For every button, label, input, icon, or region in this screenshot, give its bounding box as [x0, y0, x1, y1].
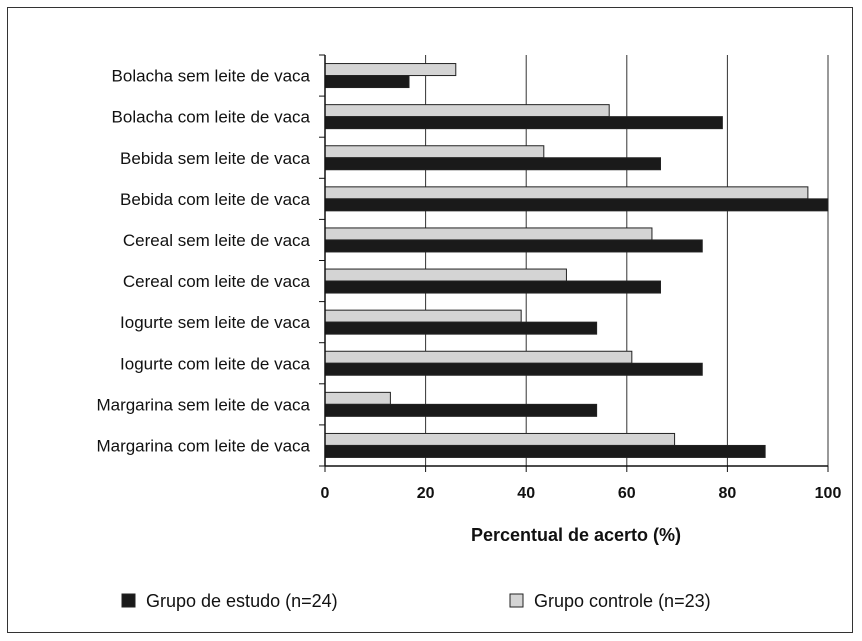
bar-estudo: [324, 280, 662, 294]
legend-swatch: [121, 593, 136, 608]
legend-swatch: [509, 593, 524, 608]
x-tick-label: 80: [719, 485, 737, 502]
bar-controle: [324, 145, 545, 159]
x-tick-label: 100: [815, 485, 842, 502]
bar-estudo: [324, 362, 703, 376]
bar-controle: [324, 309, 522, 323]
bar-estudo: [324, 403, 598, 417]
chart-frame: [7, 7, 853, 633]
bar-controle: [324, 63, 457, 77]
x-tick-label: 0: [321, 485, 330, 502]
bar-estudo: [324, 157, 662, 171]
category-label: Cereal com leite de vaca: [123, 272, 311, 291]
category-label: Bolacha sem leite de vaca: [112, 67, 311, 86]
x-axis-title: Percentual de acerto (%): [471, 525, 681, 545]
bar-controle: [324, 268, 567, 282]
bar-estudo: [324, 444, 766, 458]
x-tick-label: 60: [618, 485, 636, 502]
category-label: Cereal sem leite de vaca: [123, 231, 311, 250]
bar-estudo: [324, 321, 598, 335]
category-label: Iogurte sem leite de vaca: [120, 313, 310, 332]
category-label: Bebida sem leite de vaca: [120, 149, 310, 168]
bar-controle: [324, 104, 610, 118]
legend: Grupo de estudo (n=24) Grupo controle (n=…: [121, 591, 711, 611]
category-label: Iogurte com leite de vaca: [120, 354, 310, 373]
bar-controle: [324, 186, 809, 200]
x-tick-label: 20: [417, 485, 435, 502]
category-label: Bolacha com leite de vaca: [112, 108, 311, 127]
bar-controle: [324, 432, 676, 446]
bar-estudo: [324, 239, 703, 253]
bars: [324, 63, 829, 458]
bar-estudo: [324, 198, 829, 212]
x-tick-labels: 0 20 40 60 80 100: [321, 485, 842, 502]
category-label: Margarina com leite de vaca: [96, 436, 310, 455]
x-tick-label: 40: [517, 485, 535, 502]
bar-controle: [324, 227, 653, 241]
bar-estudo: [324, 116, 723, 130]
bar-controle: [324, 391, 391, 405]
category-label: Margarina sem leite de vaca: [96, 395, 310, 414]
axes: [319, 54, 829, 472]
legend-label: Grupo de estudo (n=24): [146, 591, 338, 611]
category-labels: Bolacha sem leite de vaca Bolacha com lei…: [96, 67, 310, 456]
bar-controle: [324, 350, 633, 364]
legend-label: Grupo controle (n=23): [534, 591, 711, 611]
category-label: Bebida com leite de vaca: [120, 190, 310, 209]
bar-estudo: [324, 75, 410, 89]
